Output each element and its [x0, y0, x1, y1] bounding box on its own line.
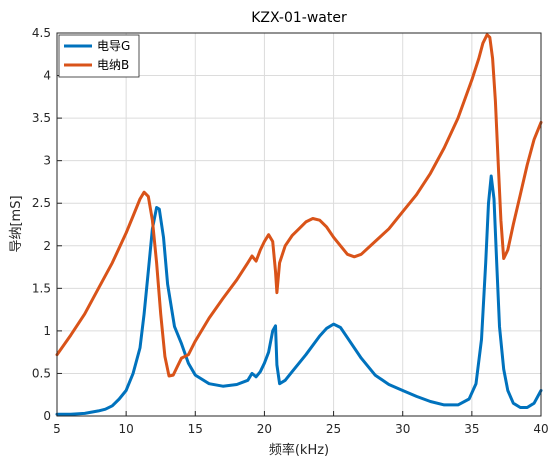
legend-label-g: 电导G	[97, 39, 130, 53]
y-tick-label: 2	[43, 239, 51, 253]
y-tick-label: 1.5	[32, 281, 51, 295]
x-axis-ticks: 5 10 15 20 25 30 35 40	[53, 411, 549, 436]
y-tick-label: 3	[43, 154, 51, 168]
legend-label-b: 电纳B	[97, 58, 129, 72]
y-tick-label: 1	[43, 324, 51, 338]
x-tick-label: 30	[395, 422, 410, 436]
y-tick-label: 0.5	[32, 366, 51, 380]
x-axis-label: 频率(kHz)	[269, 442, 329, 458]
y-tick-label: 4	[43, 69, 51, 83]
series-line-susceptance-b	[55, 33, 543, 378]
x-tick-label: 5	[53, 422, 61, 436]
series-line-conductance-g	[55, 174, 543, 416]
series-layer	[55, 33, 543, 416]
chart-title: KZX-01-water	[251, 10, 347, 26]
y-tick-label: 2.5	[32, 196, 51, 210]
x-tick-label: 20	[257, 422, 272, 436]
x-tick-label: 15	[188, 422, 203, 436]
x-tick-label: 10	[119, 422, 134, 436]
y-tick-label: 0	[43, 409, 51, 423]
x-tick-label: 40	[533, 422, 548, 436]
x-tick-label: 25	[326, 422, 341, 436]
x-tick-label: 35	[464, 422, 479, 436]
y-axis-label: 导纳[mS]	[9, 195, 24, 252]
plot-frame	[56, 32, 542, 417]
legend-box	[58, 34, 140, 78]
y-tick-label: 3.5	[32, 111, 51, 125]
legend: 电导G 电纳B	[58, 34, 140, 78]
y-axis-ticks: 0 0.5 1 1.5 2 2.5 3 3.5 4 4.5	[32, 26, 62, 423]
y-tick-label: 4.5	[32, 26, 51, 40]
